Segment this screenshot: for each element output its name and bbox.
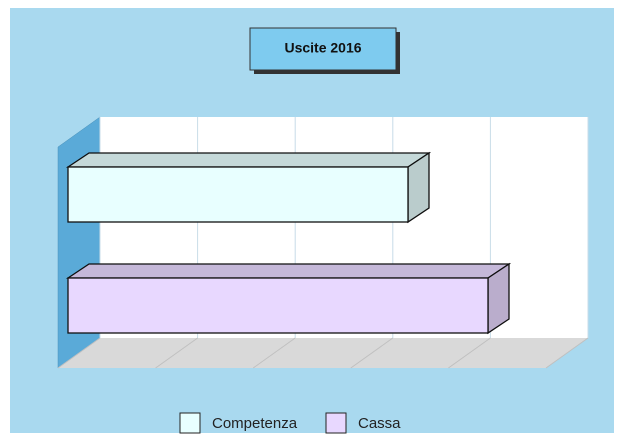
- bar-front: [67, 277, 489, 334]
- legend-label: Competenza: [212, 415, 298, 432]
- floor-grid-line: [252, 337, 296, 369]
- legend-swatch: [179, 412, 201, 434]
- legend-label: Cassa: [358, 415, 401, 432]
- bar-top: [65, 152, 432, 168]
- bar-front: [67, 166, 409, 223]
- floor: [58, 338, 588, 368]
- legend-swatch: [325, 412, 347, 434]
- floor-grid-line: [350, 337, 394, 369]
- chart-title: Uscite 2016: [284, 40, 361, 56]
- floor-grid-line: [448, 337, 491, 369]
- bar-top: [65, 263, 512, 279]
- bar: [65, 262, 512, 335]
- title-box: [249, 27, 397, 71]
- bar: [65, 151, 432, 224]
- floor-grid-line: [155, 337, 198, 369]
- floor-grid-line: [545, 337, 589, 369]
- floor-grid-line: [57, 337, 101, 369]
